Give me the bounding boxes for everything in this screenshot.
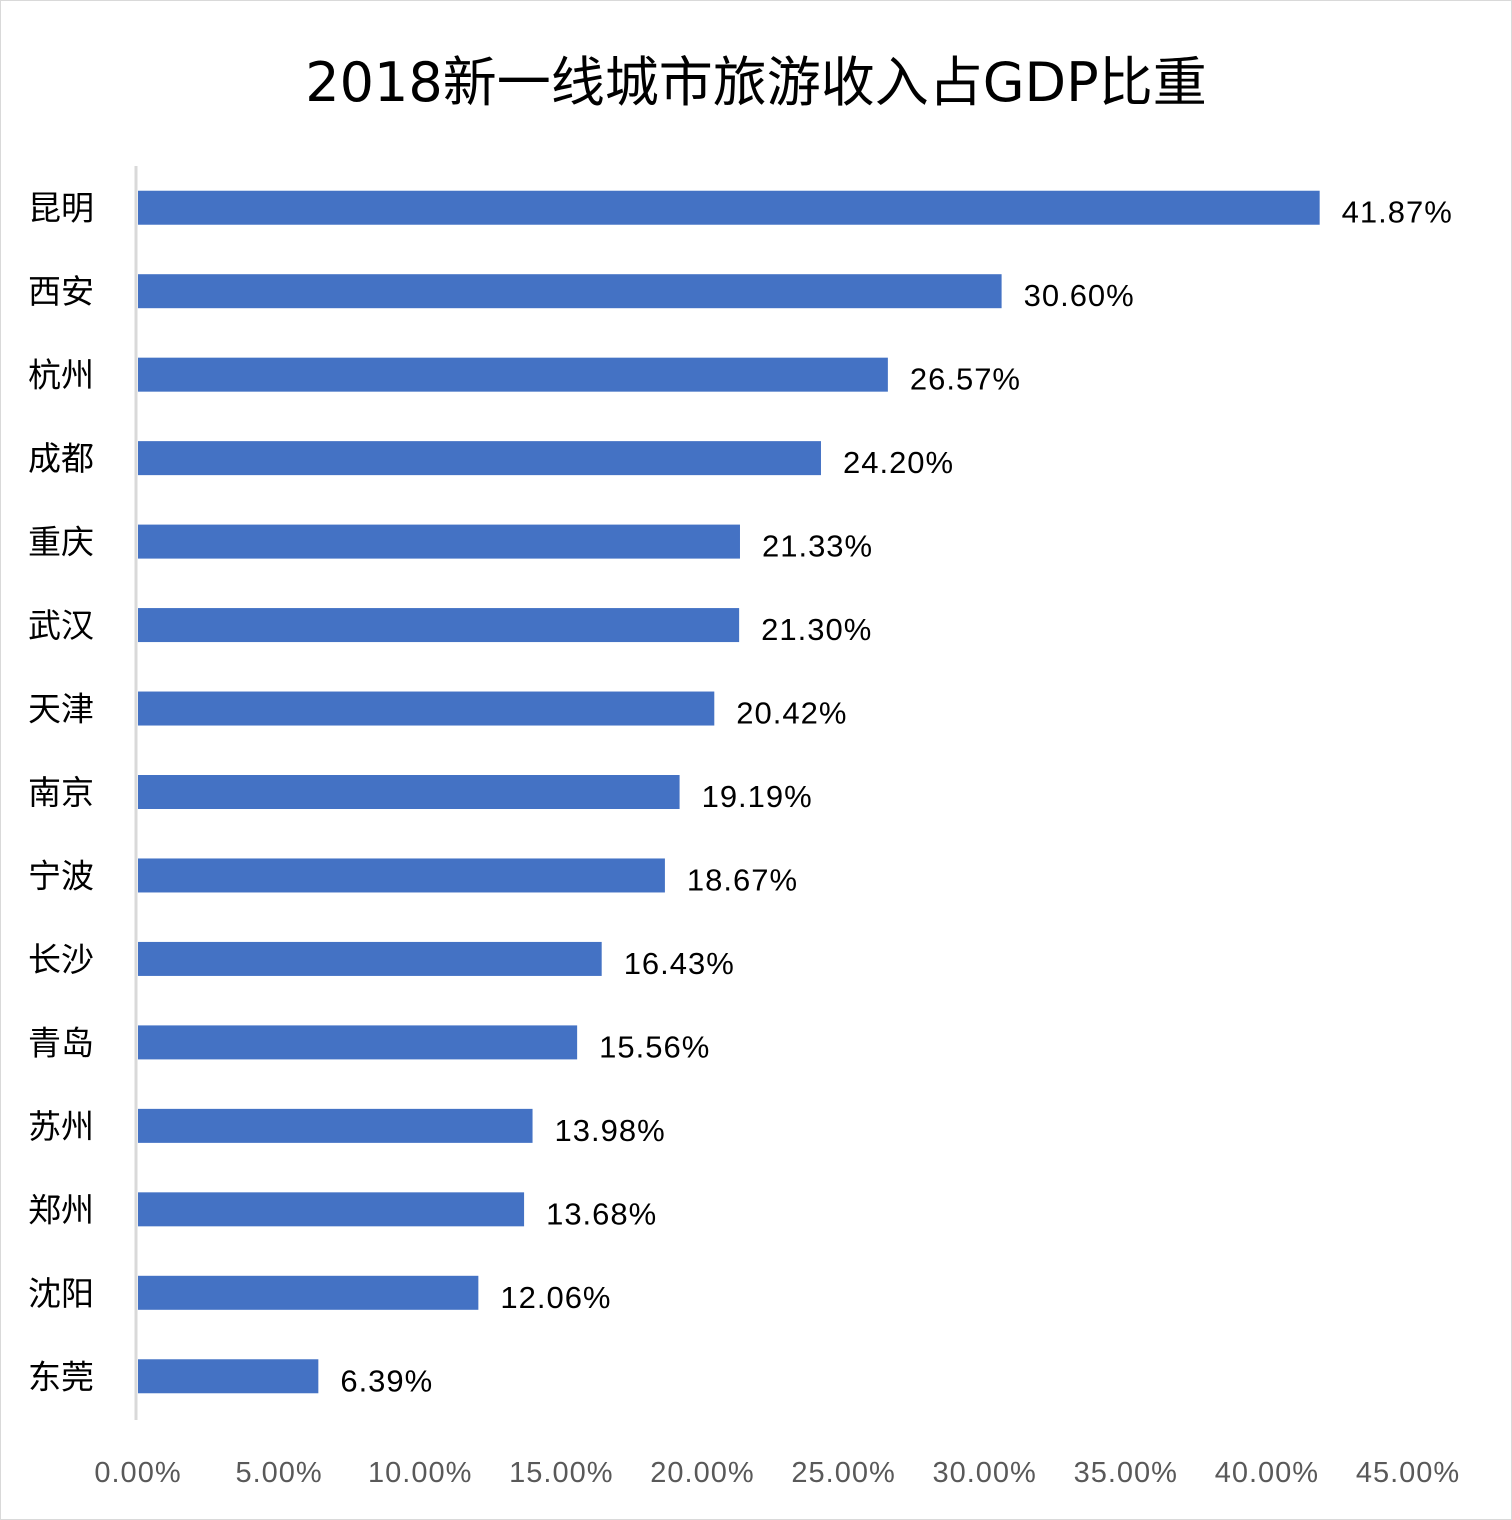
x-tick-label: 40.00% <box>1215 1457 1319 1489</box>
category-label: 苏州 <box>28 1107 94 1146</box>
data-label: 6.39% <box>340 1363 433 1398</box>
data-label: 19.19% <box>702 779 813 814</box>
data-label: 12.06% <box>500 1280 611 1315</box>
bar <box>138 941 602 976</box>
bar <box>138 1192 525 1227</box>
category-label: 沈阳 <box>28 1274 94 1313</box>
category-label: 青岛 <box>28 1023 94 1062</box>
bar <box>138 1359 319 1394</box>
x-tick-label: 20.00% <box>650 1457 754 1489</box>
bar <box>138 608 740 643</box>
category-label: 宁波 <box>28 856 94 895</box>
x-tick-label: 25.00% <box>791 1457 895 1489</box>
category-label: 南京 <box>28 773 94 812</box>
bar <box>138 274 1002 309</box>
category-label: 昆明 <box>28 189 94 228</box>
data-label: 26.57% <box>910 362 1021 397</box>
data-label: 30.60% <box>1024 278 1135 313</box>
bar <box>138 858 665 893</box>
data-label: 15.56% <box>599 1029 710 1064</box>
category-label: 重庆 <box>28 523 94 562</box>
data-label: 16.43% <box>624 946 735 981</box>
category-label: 成都 <box>28 439 94 478</box>
data-label: 18.67% <box>687 862 798 897</box>
bar <box>138 1025 578 1060</box>
x-tick-label: 15.00% <box>509 1457 613 1489</box>
bar <box>138 1108 533 1143</box>
x-tick-label: 5.00% <box>235 1457 322 1489</box>
chart-title: 2018新一线城市旅游收入占GDP比重 <box>305 51 1207 114</box>
bar <box>138 775 680 809</box>
data-label: 20.42% <box>736 696 847 731</box>
x-tick-label: 10.00% <box>368 1457 472 1489</box>
data-label: 21.33% <box>762 529 873 564</box>
category-label: 西安 <box>28 272 94 311</box>
category-label: 长沙 <box>28 940 94 979</box>
x-tick-label: 45.00% <box>1356 1457 1460 1489</box>
category-label: 杭州 <box>28 356 94 395</box>
category-label: 武汉 <box>28 606 94 645</box>
data-label: 13.68% <box>546 1196 657 1231</box>
x-tick-label: 0.00% <box>94 1457 181 1489</box>
bar <box>138 441 821 476</box>
data-label: 24.20% <box>843 445 954 480</box>
bar <box>138 357 888 392</box>
bar <box>138 691 715 726</box>
category-label: 东莞 <box>28 1357 94 1396</box>
x-tick-label: 35.00% <box>1074 1457 1178 1489</box>
category-label: 天津 <box>28 690 94 729</box>
bar <box>138 1275 479 1310</box>
bar <box>138 524 740 559</box>
data-label: 41.87% <box>1342 195 1453 230</box>
bar <box>138 190 1320 225</box>
data-label: 13.98% <box>555 1113 666 1148</box>
category-label: 郑州 <box>28 1190 94 1229</box>
data-label: 21.30% <box>761 612 872 647</box>
x-tick-label: 30.00% <box>932 1457 1036 1489</box>
